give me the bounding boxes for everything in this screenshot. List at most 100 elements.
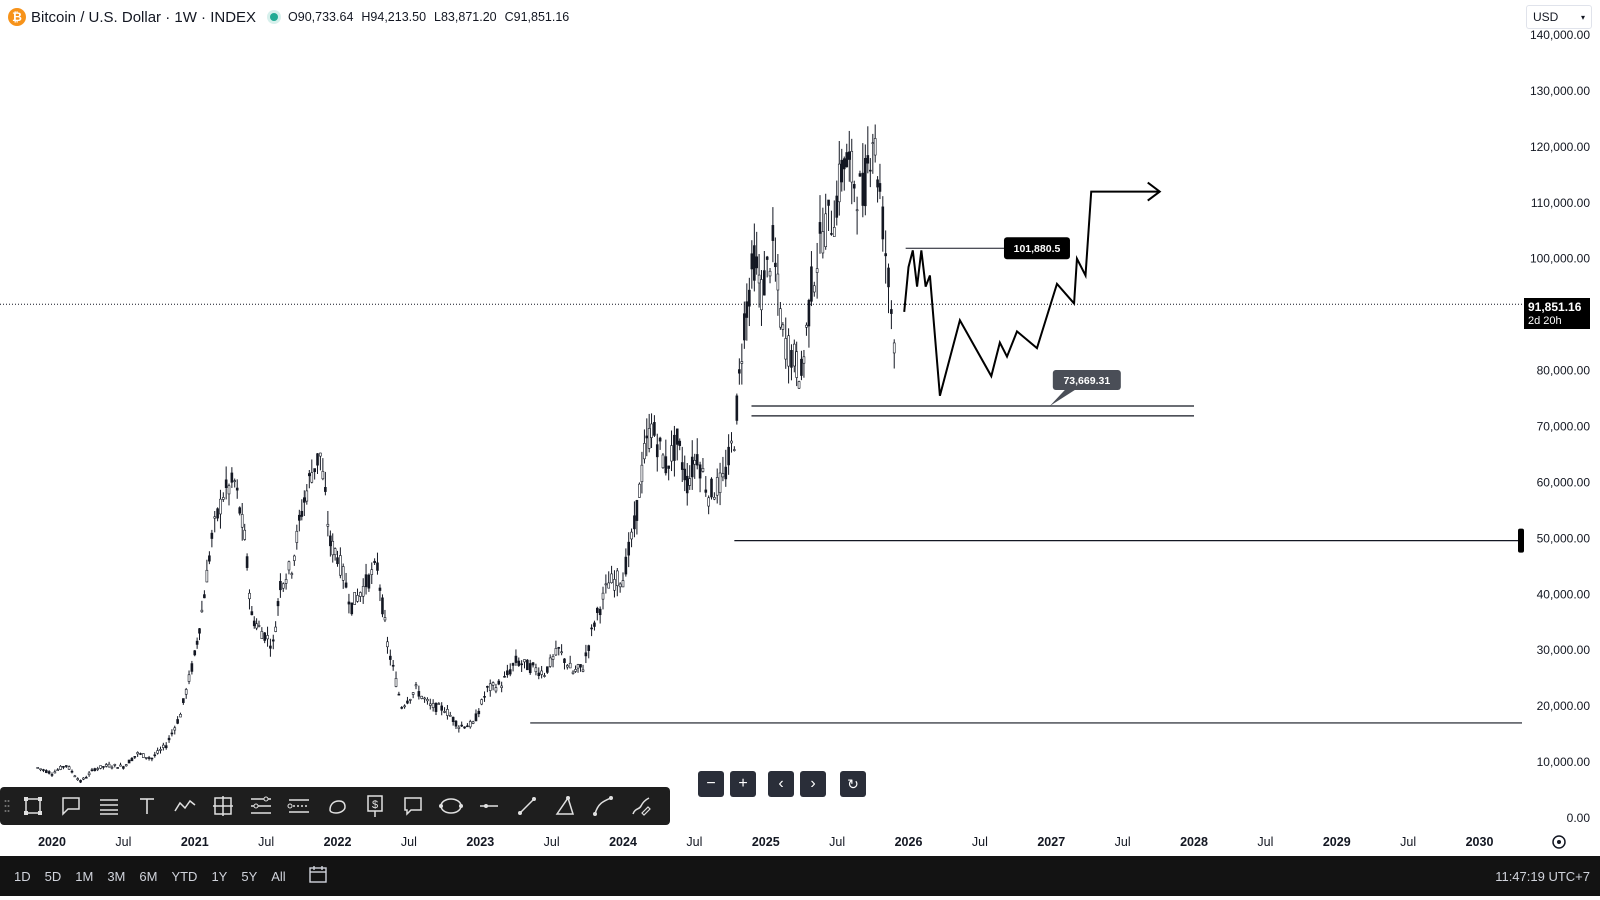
triangle-icon[interactable] xyxy=(546,791,584,821)
currency-select[interactable]: USD ▾ xyxy=(1526,5,1592,29)
line-drag-handle[interactable] xyxy=(1518,528,1524,553)
candle-body xyxy=(313,468,316,473)
lines-icon[interactable] xyxy=(90,791,128,821)
candle-body xyxy=(661,454,665,469)
grip-icon[interactable] xyxy=(0,791,14,821)
zoom-in-button[interactable]: + xyxy=(730,771,756,797)
upper-price-label[interactable]: 101,880.5 xyxy=(1003,237,1070,260)
candle-body xyxy=(474,713,478,722)
range-button-1d[interactable]: 1D xyxy=(14,868,31,884)
candle-body xyxy=(276,601,280,607)
scroll-left-button[interactable]: ‹ xyxy=(768,771,794,797)
x-tick-label: 2027 xyxy=(1037,835,1065,849)
candle-body xyxy=(587,645,591,651)
candle-body xyxy=(336,557,339,565)
candle-body xyxy=(643,443,646,460)
candle-body xyxy=(604,583,608,586)
candle-body xyxy=(271,639,275,642)
candle-body xyxy=(233,480,237,482)
parallel-channel-icon[interactable] xyxy=(280,791,318,821)
candle-body xyxy=(47,771,51,774)
candle-body xyxy=(36,767,40,769)
candle-body xyxy=(144,757,148,759)
candle-body xyxy=(892,342,896,354)
price-series xyxy=(36,124,896,784)
candle-body xyxy=(721,473,725,478)
candle-body xyxy=(852,184,856,189)
projection-path[interactable] xyxy=(903,190,1160,396)
candle-body xyxy=(497,680,501,685)
candle-body xyxy=(645,435,649,439)
candle-body xyxy=(434,702,438,712)
candle-body xyxy=(790,350,793,368)
ellipse-icon[interactable] xyxy=(318,791,356,821)
range-button-5y[interactable]: 5Y xyxy=(241,868,258,884)
candle-body xyxy=(341,566,345,581)
drawings-layer[interactable]: 101,880.5 73,669.31 xyxy=(0,181,1524,724)
candle-body xyxy=(480,699,483,705)
candle-body xyxy=(255,623,258,629)
trend-line-icon[interactable] xyxy=(508,791,546,821)
zoom-out-button[interactable]: − xyxy=(698,771,724,797)
circle-tool-icon[interactable] xyxy=(432,791,470,821)
text-icon[interactable] xyxy=(128,791,166,821)
scroll-right-button[interactable]: › xyxy=(800,771,826,797)
candle-body xyxy=(39,768,42,771)
callout-icon[interactable] xyxy=(52,791,90,821)
drawing-toolbar: $ xyxy=(0,787,670,825)
range-button-1m[interactable]: 1M xyxy=(75,868,94,884)
candle-body xyxy=(845,152,849,168)
settings-gear-icon[interactable] xyxy=(1552,835,1566,849)
crosshair-box-icon[interactable] xyxy=(204,791,242,821)
clock[interactable]: 11:47:19 UTC+7 xyxy=(1495,868,1590,884)
candle-body xyxy=(821,231,825,254)
candle-body xyxy=(391,664,395,667)
range-button-all[interactable]: All xyxy=(271,868,286,884)
symbol-header: ₿ Bitcoin / U.S. Dollar · 1W · INDEX O90… xyxy=(8,5,577,29)
candle-body xyxy=(431,703,435,708)
candle-body xyxy=(293,555,296,561)
candle-body xyxy=(451,716,455,722)
candle-body xyxy=(67,766,71,770)
fib-icon[interactable] xyxy=(242,791,280,821)
range-button-5d[interactable]: 5D xyxy=(44,868,62,884)
candle-body xyxy=(618,583,622,588)
reset-chart-button[interactable]: ↻ xyxy=(840,771,866,797)
candle-body xyxy=(792,343,796,367)
candle-body xyxy=(810,266,813,302)
brush-icon[interactable] xyxy=(622,791,660,821)
y-tick-label: 80,000.00 xyxy=(1537,364,1591,378)
symbol-title[interactable]: Bitcoin / U.S. Dollar · 1W · INDEX xyxy=(31,8,257,26)
candle-body xyxy=(551,656,555,660)
curve-icon[interactable] xyxy=(584,791,622,821)
candle-body xyxy=(745,301,749,318)
chevron-left-icon: ‹ xyxy=(778,775,784,792)
price-note-icon[interactable]: $ xyxy=(356,791,394,821)
lower-price-label[interactable]: 73,669.31 xyxy=(1049,369,1121,406)
y-tick-label: 60,000.00 xyxy=(1537,475,1591,489)
candle-body xyxy=(774,262,777,268)
date-range-picker-icon[interactable] xyxy=(308,864,328,889)
candle-body xyxy=(339,555,342,576)
candle-body xyxy=(630,531,633,540)
range-button-3m[interactable]: 3M xyxy=(107,868,126,884)
range-button-1y[interactable]: 1Y xyxy=(211,868,228,884)
candle-body xyxy=(99,765,102,769)
candle-body xyxy=(675,428,679,445)
candle-body xyxy=(781,324,785,330)
candle-body xyxy=(205,569,209,583)
comment-icon[interactable] xyxy=(394,791,432,821)
candle-body xyxy=(110,766,114,769)
x-tick-label: 2024 xyxy=(609,835,637,849)
candle-body xyxy=(647,428,651,449)
y-axis: 0.00 10,000.00 20,000.00 30,000.00 40,000.00… xyxy=(1530,28,1590,825)
candle-body xyxy=(200,609,204,613)
candle-body xyxy=(890,309,893,314)
range-button-ytd[interactable]: YTD xyxy=(171,868,198,884)
rectangle-icon[interactable] xyxy=(14,791,52,821)
candle-body xyxy=(730,440,733,444)
path-icon[interactable] xyxy=(166,791,204,821)
horizontal-line-icon[interactable] xyxy=(470,791,508,821)
range-button-6m[interactable]: 6M xyxy=(139,868,158,884)
